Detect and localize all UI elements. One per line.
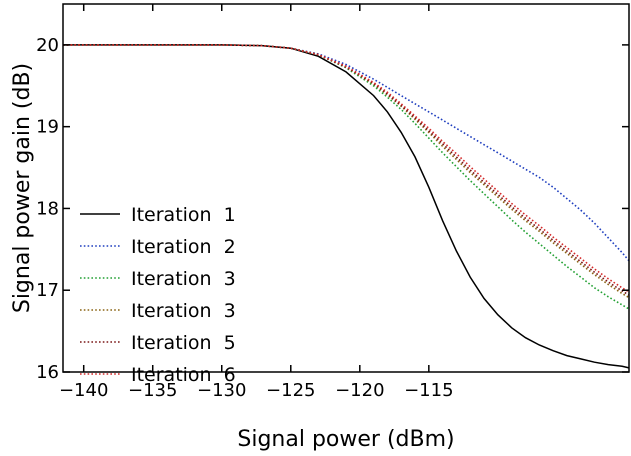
legend-label-1: Iteration 1: [131, 204, 236, 226]
y-tick-label: 16: [36, 362, 59, 383]
legend-label-3: Iteration 3: [131, 268, 236, 290]
legend-label-5: Iteration 5: [131, 332, 236, 354]
y-axis-title: Signal power gain (dB): [10, 63, 35, 313]
series-line-5: [63, 44, 630, 296]
x-tick-label: −140: [59, 380, 108, 401]
series-line-1: [63, 44, 630, 369]
x-tick-label: −130: [197, 380, 246, 401]
y-tick-label: 18: [36, 198, 59, 219]
legend-label-4: Iteration 3: [131, 300, 236, 322]
x-tick-label: −115: [404, 380, 453, 401]
plot-frame: [62, 3, 630, 373]
x-tick-label: −125: [266, 380, 315, 401]
y-tick-label: 19: [36, 117, 59, 138]
y-tick-label: 20: [36, 35, 59, 56]
x-axis-title: Signal power (dBm): [237, 427, 454, 452]
legend: Iteration 1 Iteration 2 Iteration 3 Iterati…: [80, 204, 236, 386]
y-tick-label: 17: [36, 280, 59, 301]
series-line-2: [63, 44, 630, 262]
x-tick-label: −120: [335, 380, 384, 401]
legend-label-6: Iteration 6: [131, 364, 236, 386]
x-tick-label: −135: [128, 380, 177, 401]
plot-lines: [63, 44, 630, 369]
legend-label-2: Iteration 2: [131, 236, 236, 258]
axis-ticks: −140 −135 −130 −125 −120 −115 16 17 18 19 20: [36, 4, 629, 401]
series-line-4: [63, 44, 630, 299]
